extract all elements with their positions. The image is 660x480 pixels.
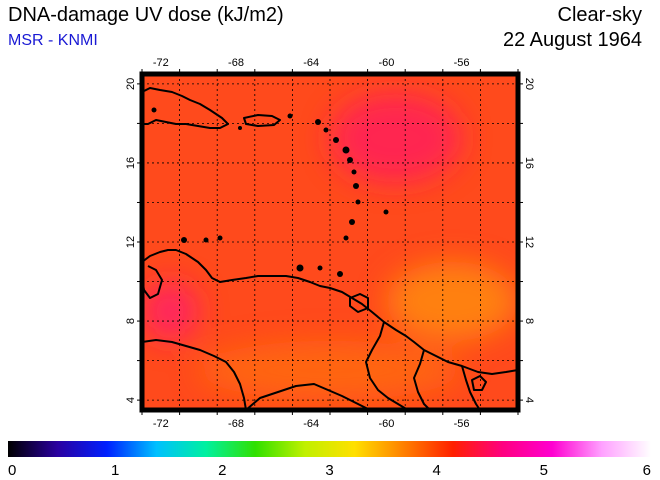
lat-label-right: 20 <box>523 78 535 90</box>
lat-label-left: 4 <box>125 397 137 403</box>
colorbar-tick-label: 0 <box>8 462 16 479</box>
guyana-suriname-border <box>413 349 431 410</box>
island <box>203 237 209 243</box>
lon-label-top: -56 <box>454 57 470 69</box>
dose-region-north-high-dose <box>330 93 462 183</box>
lon-label-bottom: -64 <box>303 418 319 430</box>
lat-label-left: 20 <box>125 78 137 90</box>
island <box>349 219 355 225</box>
colorbar-tick-label: 2 <box>218 462 226 479</box>
lon-label-top: -60 <box>378 57 394 69</box>
lat-label-left: 8 <box>125 318 137 324</box>
suriname-guiana-border <box>461 365 481 410</box>
lat-label-left: 12 <box>125 236 137 248</box>
trinidad-coast <box>349 293 369 313</box>
lat-label-right: 12 <box>523 236 535 248</box>
island <box>181 237 187 243</box>
northern-south-america-coast <box>142 249 518 375</box>
lon-label-top: -68 <box>228 57 244 69</box>
venezuela-guyana-border <box>365 321 409 410</box>
coastlines <box>142 87 518 410</box>
lat-label-right: 8 <box>523 318 535 324</box>
map-title: DNA-damage UV dose (kJ/m2) <box>8 4 284 26</box>
dose-field <box>142 74 518 410</box>
island <box>317 265 323 271</box>
lon-label-bottom: -68 <box>228 418 244 430</box>
island <box>347 157 353 163</box>
island <box>287 113 293 119</box>
hispaniola-coast <box>142 87 229 129</box>
island <box>383 209 389 215</box>
island <box>151 107 157 113</box>
island <box>351 169 357 175</box>
lon-label-bottom: -60 <box>378 418 394 430</box>
dose-region-west-high-dose <box>142 281 199 341</box>
island <box>315 119 321 125</box>
lon-label-top: -64 <box>303 57 319 69</box>
island <box>343 235 349 241</box>
date-label: 22 August 1964 <box>502 29 642 51</box>
lat-label-right: 4 <box>523 397 535 403</box>
lat-label-left: 16 <box>125 157 137 169</box>
island <box>296 264 304 272</box>
puerto-rico-coast <box>243 114 281 127</box>
french-guiana-island <box>471 375 487 391</box>
lon-label-bottom: -72 <box>153 418 169 430</box>
lat-lon-grid <box>142 74 518 410</box>
source-label: MSR - KNMI <box>8 32 98 49</box>
colorbar-tick-label: 6 <box>643 462 651 479</box>
colorbar-tick-label: 3 <box>325 462 333 479</box>
island <box>355 199 361 205</box>
island <box>353 183 359 189</box>
island <box>323 127 329 133</box>
lon-label-bottom: -56 <box>454 418 470 430</box>
axis-ticks <box>137 69 523 415</box>
lon-label-top: -72 <box>153 57 169 69</box>
island <box>217 235 223 241</box>
island <box>333 137 339 143</box>
small-islands <box>151 107 389 277</box>
amazon-border <box>245 383 371 410</box>
sky-mode-label: Clear-sky <box>557 4 642 26</box>
colombia-venezuela-border <box>142 339 247 410</box>
colorbar-tick-label: 1 <box>111 462 119 479</box>
axis-labels: -72 -72 -68 -68 -64 -64 -60 -60 -56 -56 4 4 8 8 12 12 16… <box>125 57 535 430</box>
colorbar-tick-label: 4 <box>432 462 440 479</box>
island <box>238 126 242 130</box>
island <box>342 146 350 154</box>
lat-label-right: 16 <box>523 157 535 169</box>
dose-region-central-low-dose <box>386 261 518 341</box>
colorbar-tick-label: 5 <box>540 462 548 479</box>
colorbar-tick-labels: 0 1 2 3 4 5 6 <box>8 462 651 479</box>
island <box>337 271 343 277</box>
colorbar <box>8 441 651 457</box>
